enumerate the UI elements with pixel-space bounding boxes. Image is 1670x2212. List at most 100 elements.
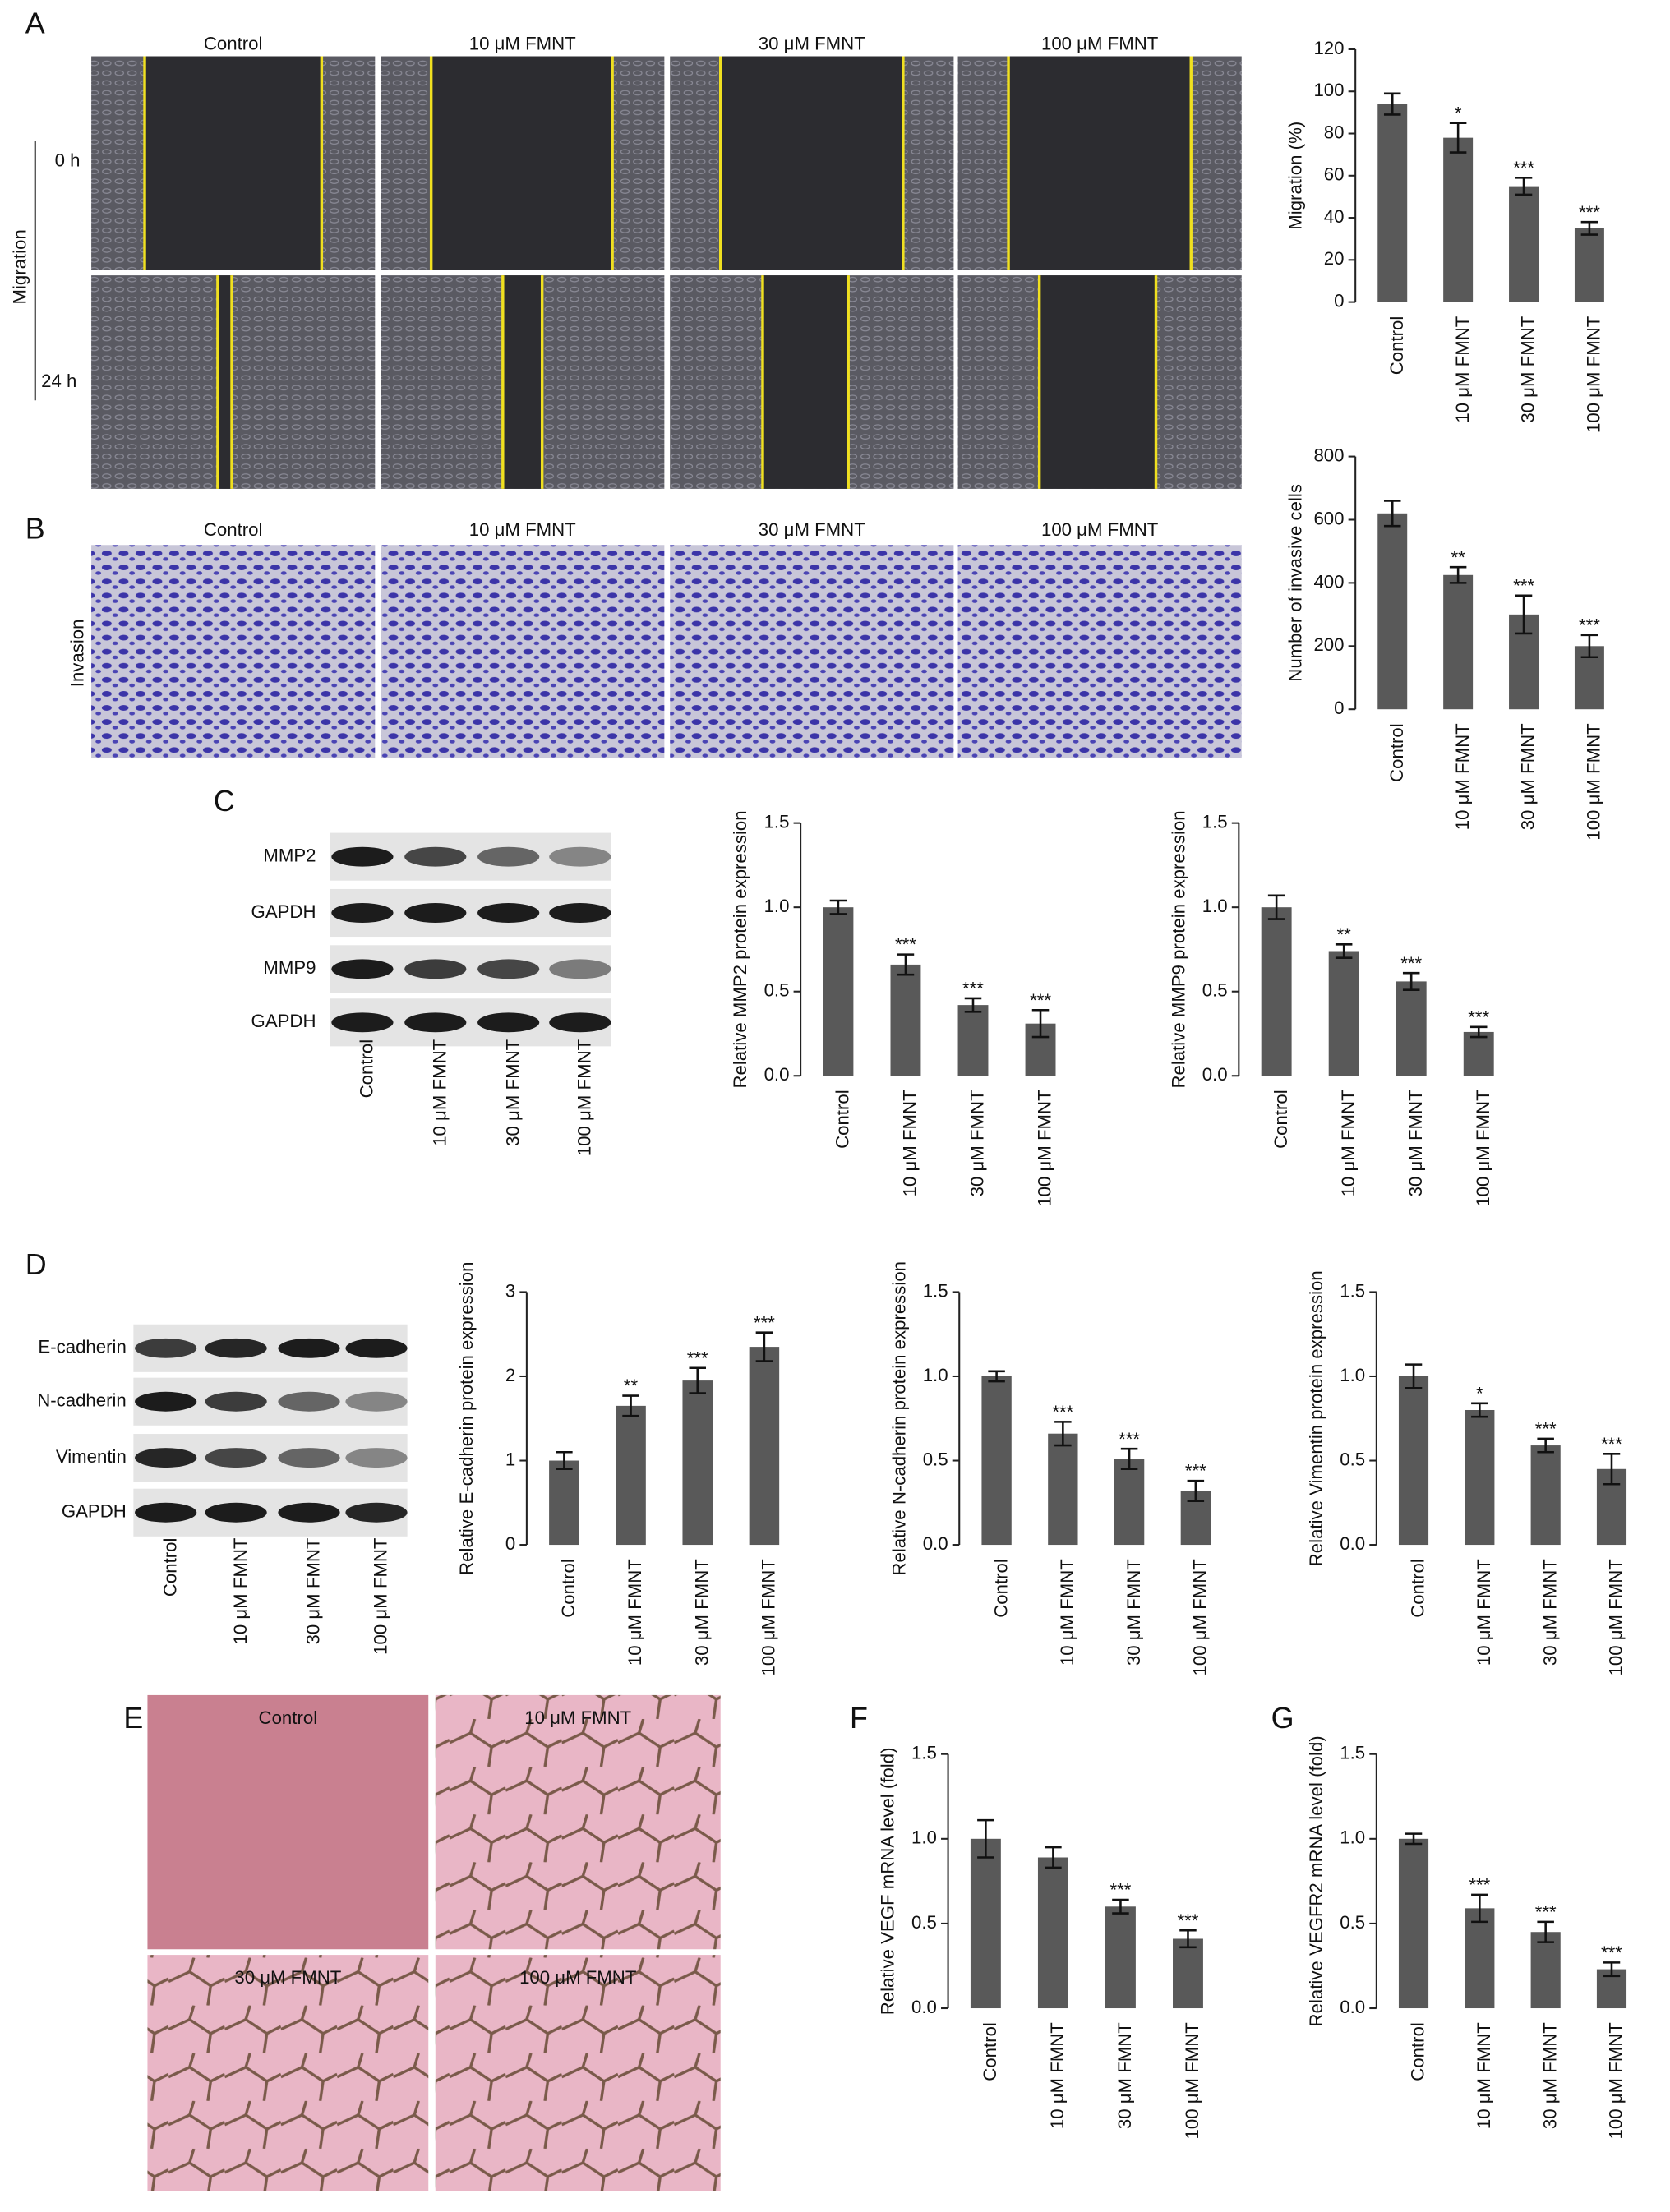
column-label: 100 μM FMNT <box>1041 34 1159 54</box>
y-tick-label: 3 <box>505 1280 515 1301</box>
blot-row-label: N-cadherin <box>37 1390 127 1411</box>
y-tick-label: 0 <box>505 1533 515 1554</box>
bar <box>682 1380 713 1546</box>
y-axis-label: Relative VEGFR2 mRNA level (fold) <box>1306 1735 1326 2026</box>
significance: *** <box>962 979 984 999</box>
bar <box>1377 513 1408 710</box>
micrograph <box>435 1694 721 1950</box>
x-tick-label: Control <box>558 1559 579 1618</box>
blot-row-label: GAPDH <box>251 901 316 922</box>
x-tick-label: 30 μM FMNT <box>1518 723 1539 830</box>
bar <box>1530 1445 1561 1546</box>
bar <box>970 1838 1001 2009</box>
y-tick-label: 120 <box>1313 38 1344 58</box>
row-label: 24 h <box>41 371 76 391</box>
x-tick-label: 30 μM FMNT <box>1123 1559 1144 1666</box>
error-bar <box>1603 1453 1621 1486</box>
y-tick-label: 1.5 <box>911 1743 937 1763</box>
error-bar <box>1537 1437 1554 1454</box>
bar <box>957 1005 989 1076</box>
significance: *** <box>687 1348 708 1368</box>
error-bar <box>1603 1961 1621 1978</box>
x-tick-label: 30 μM FMNT <box>1114 2022 1135 2129</box>
bar <box>1443 574 1474 710</box>
significance: ** <box>1337 924 1352 945</box>
significance: *** <box>1535 1901 1557 1922</box>
bar <box>890 964 921 1076</box>
significance: *** <box>1185 1461 1206 1482</box>
band <box>278 1448 340 1468</box>
band <box>135 1502 197 1523</box>
x-tick-label: 100 μM FMNT <box>1584 316 1604 433</box>
x-tick-label: Control <box>1386 316 1407 376</box>
micrograph <box>435 1955 721 2191</box>
scratch-gap <box>762 275 849 489</box>
y-tick-label: 600 <box>1313 508 1344 528</box>
significance: *** <box>1601 1942 1622 1963</box>
y-tick-label: 0.0 <box>911 1997 937 2017</box>
y-tick-label: 0.0 <box>1340 1997 1365 2017</box>
column-label: 30 μM FMNT <box>759 34 865 54</box>
x-tick-label: 10 μM FMNT <box>900 1090 920 1196</box>
lane-label: 30 μM FMNT <box>303 1537 324 1644</box>
y-tick-label: 1.0 <box>764 896 790 916</box>
y-tick-label: 1.5 <box>764 811 790 832</box>
row-label: Invasion <box>67 619 88 687</box>
x-tick-label: 30 μM FMNT <box>1518 316 1539 422</box>
y-tick-label: 0.5 <box>1340 1449 1365 1469</box>
error-bar <box>1449 122 1467 154</box>
image-label: 10 μM FMNT <box>524 1707 631 1728</box>
significance: *** <box>1601 1434 1622 1454</box>
error-bar <box>1045 1846 1062 1869</box>
band <box>549 846 611 867</box>
band <box>278 1338 340 1358</box>
lane-label: 30 μM FMNT <box>502 1039 523 1145</box>
x-tick-label: 30 μM FMNT <box>691 1559 712 1666</box>
bar <box>1509 186 1539 302</box>
y-tick-label: 800 <box>1313 445 1344 465</box>
x-tick-label: 30 μM FMNT <box>967 1090 988 1196</box>
x-tick-label: 10 μM FMNT <box>625 1559 645 1666</box>
error-bar <box>1580 634 1598 659</box>
column-label: Control <box>204 519 263 540</box>
y-tick-label: 0.0 <box>764 1064 790 1085</box>
error-bar <box>1469 1025 1488 1039</box>
error-bar <box>1580 220 1598 236</box>
x-tick-label: 100 μM FMNT <box>1182 2022 1202 2140</box>
y-axis-label: Migration (%) <box>1285 122 1305 230</box>
y-tick-label: 0 <box>1334 290 1344 311</box>
significance: *** <box>1579 615 1600 635</box>
row-label: Migration <box>9 229 30 304</box>
panel-letter: A <box>25 7 45 39</box>
x-tick-label: Control <box>833 1090 853 1149</box>
bar <box>981 1376 1012 1546</box>
x-tick-label: Control <box>1408 2022 1428 2081</box>
micrograph <box>670 545 954 759</box>
y-tick-label: 0.5 <box>1340 1912 1365 1933</box>
x-tick-label: 10 μM FMNT <box>1474 1559 1494 1666</box>
x-tick-label: Control <box>1408 1559 1428 1618</box>
error-bar <box>1112 1898 1129 1915</box>
panel-letter: F <box>850 1702 868 1735</box>
band <box>549 903 611 923</box>
error-bar <box>622 1394 639 1417</box>
bar <box>1463 1031 1494 1076</box>
band <box>345 1391 408 1412</box>
scratch-gap <box>431 56 613 270</box>
error-bar <box>1120 1447 1138 1471</box>
lane-label: Control <box>357 1039 377 1099</box>
x-tick-label: 10 μM FMNT <box>1474 2022 1494 2129</box>
x-tick-label: 10 μM FMNT <box>1452 723 1473 830</box>
y-tick-label: 0.0 <box>1340 1533 1365 1554</box>
blot-row-label: GAPDH <box>251 1011 316 1031</box>
scratch-gap <box>1039 275 1156 489</box>
y-tick-label: 1 <box>505 1449 515 1469</box>
bar <box>616 1405 646 1546</box>
bar <box>1328 951 1359 1076</box>
blot-row-label: MMP2 <box>263 846 316 866</box>
x-tick-label: Control <box>990 1559 1011 1618</box>
micrograph <box>147 1694 429 1950</box>
significance: *** <box>1052 1402 1073 1422</box>
y-tick-label: 2 <box>505 1365 515 1385</box>
y-tick-label: 1.0 <box>923 1365 948 1385</box>
